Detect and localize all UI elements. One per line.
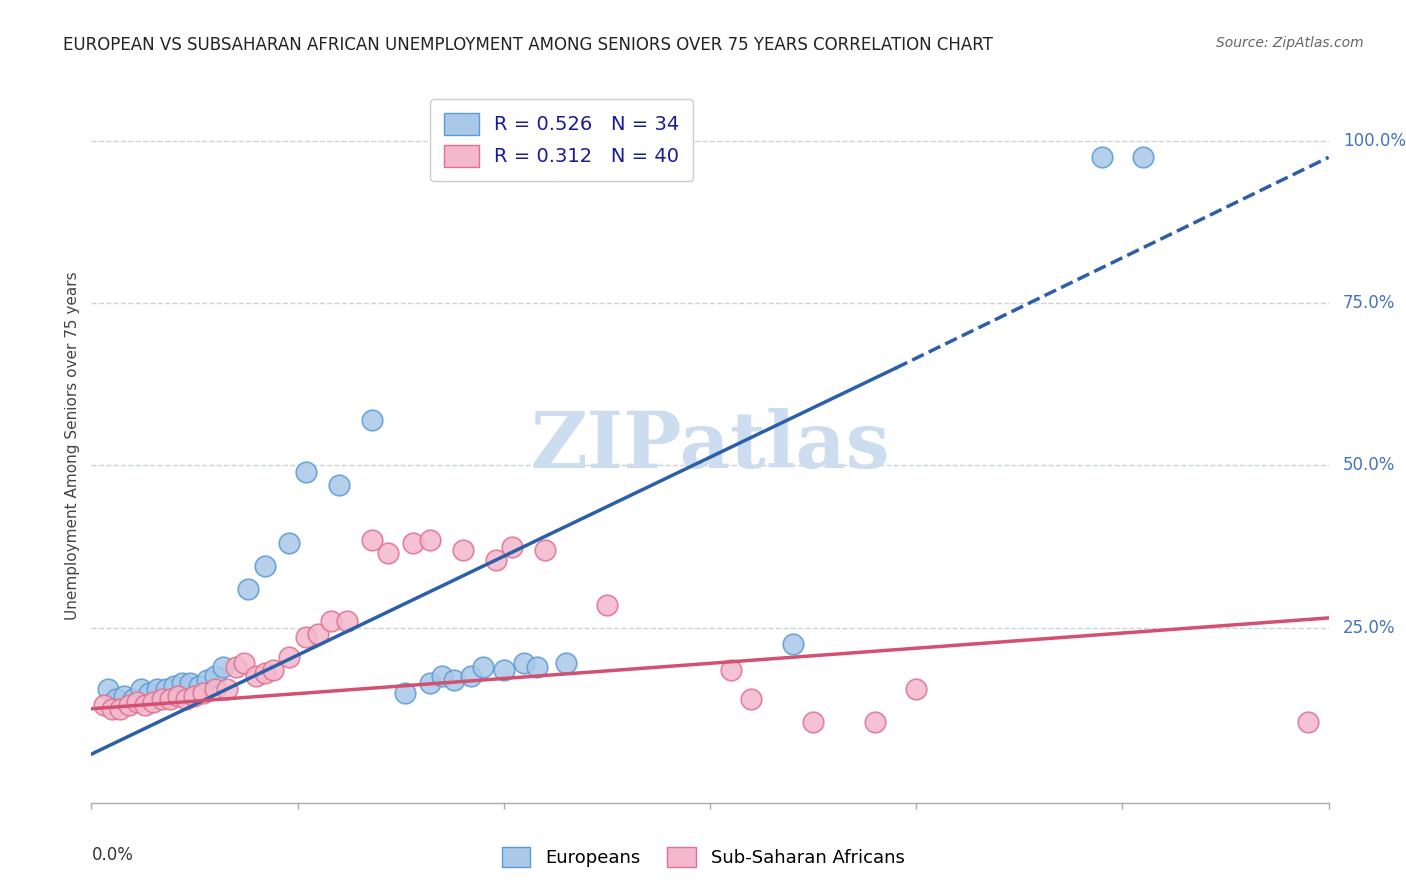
Point: [360, 533, 382, 547]
Text: ZIPatlas: ZIPatlas: [530, 408, 890, 484]
Point: [187, 679, 209, 693]
Point: [460, 669, 482, 683]
Point: [905, 682, 928, 697]
Point: [492, 663, 515, 677]
Text: EUROPEAN VS SUBSAHARAN AFRICAN UNEMPLOYMENT AMONG SENIORS OVER 75 YEARS CORRELAT: EUROPEAN VS SUBSAHARAN AFRICAN UNEMPLOYM…: [63, 36, 993, 54]
Point: [336, 614, 359, 628]
Point: [307, 627, 329, 641]
Point: [212, 659, 235, 673]
Legend: R = 0.526   N = 34, R = 0.312   N = 40: R = 0.526 N = 34, R = 0.312 N = 40: [430, 99, 693, 181]
Point: [295, 465, 318, 479]
Legend: Europeans, Sub-Saharan Africans: Europeans, Sub-Saharan Africans: [495, 839, 911, 874]
Point: [430, 669, 453, 683]
Point: [782, 637, 804, 651]
Point: [134, 698, 156, 713]
Point: [167, 689, 190, 703]
Point: [534, 542, 557, 557]
Point: [155, 682, 177, 697]
Text: 100.0%: 100.0%: [1343, 132, 1406, 150]
Point: [1296, 714, 1319, 729]
Point: [278, 649, 301, 664]
Point: [863, 714, 886, 729]
Point: [596, 598, 619, 612]
Point: [172, 675, 194, 690]
Text: 0.0%: 0.0%: [91, 846, 134, 863]
Point: [110, 702, 132, 716]
Point: [101, 702, 124, 716]
Point: [112, 689, 135, 703]
Point: [125, 695, 148, 709]
Point: [204, 669, 226, 683]
Point: [150, 692, 173, 706]
Point: [117, 698, 139, 713]
Point: [195, 673, 218, 687]
Point: [233, 657, 256, 671]
Point: [801, 714, 824, 729]
Point: [278, 536, 301, 550]
Point: [402, 536, 425, 550]
Point: [360, 413, 382, 427]
Point: [319, 614, 342, 628]
Point: [97, 682, 120, 697]
Point: [451, 542, 474, 557]
Point: [419, 533, 441, 547]
Point: [159, 692, 181, 706]
Point: [526, 659, 548, 673]
Point: [513, 657, 536, 671]
Point: [720, 663, 742, 677]
Point: [1132, 150, 1154, 164]
Point: [394, 685, 416, 699]
Point: [129, 682, 152, 697]
Point: [1091, 150, 1114, 164]
Point: [138, 685, 160, 699]
Point: [174, 692, 197, 706]
Point: [93, 698, 115, 713]
Point: [253, 666, 276, 681]
Point: [262, 663, 284, 677]
Point: [163, 679, 186, 693]
Y-axis label: Unemployment Among Seniors over 75 years: Unemployment Among Seniors over 75 years: [65, 272, 80, 620]
Point: [236, 582, 259, 596]
Point: [121, 692, 143, 706]
Point: [501, 540, 523, 554]
Point: [472, 659, 495, 673]
Point: [142, 695, 165, 709]
Text: 50.0%: 50.0%: [1343, 457, 1395, 475]
Point: [183, 689, 205, 703]
Point: [295, 631, 318, 645]
Point: [253, 559, 276, 574]
Text: Source: ZipAtlas.com: Source: ZipAtlas.com: [1216, 36, 1364, 50]
Point: [740, 692, 762, 706]
Point: [191, 685, 214, 699]
Point: [484, 552, 506, 566]
Text: 75.0%: 75.0%: [1343, 294, 1395, 312]
Point: [443, 673, 465, 687]
Point: [204, 682, 226, 697]
Point: [245, 669, 267, 683]
Point: [328, 478, 350, 492]
Point: [146, 682, 169, 697]
Point: [554, 657, 576, 671]
Point: [377, 546, 399, 560]
Point: [105, 692, 128, 706]
Text: 25.0%: 25.0%: [1343, 619, 1395, 637]
Point: [419, 675, 441, 690]
Point: [217, 682, 239, 697]
Point: [179, 675, 201, 690]
Point: [225, 659, 247, 673]
